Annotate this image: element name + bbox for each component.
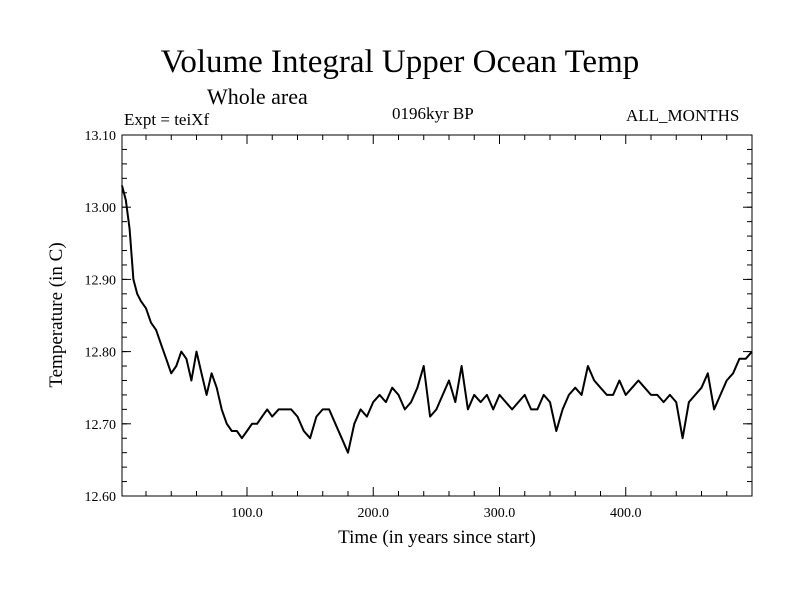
y-tick-label: 12.80: [85, 346, 117, 361]
y-axis-title: Temperature (in C): [46, 242, 67, 387]
y-tick-label: 12.60: [85, 490, 117, 505]
x-tick-label: 100.0: [231, 506, 263, 521]
series-line-teiXf: [121, 185, 753, 454]
x-tick-label: 200.0: [357, 506, 389, 521]
months-label: ALL_MONTHS: [626, 106, 740, 125]
y-tick-label: 12.90: [85, 273, 117, 288]
chart-subtitle: Whole area: [207, 84, 308, 109]
chart-title: Volume Integral Upper Ocean Temp: [160, 44, 640, 80]
period-label: 0196kyr BP: [392, 104, 474, 123]
plot-frame: [121, 134, 753, 497]
tick-labels: 12.60 12.70 12.80 12.90 13.00 13.10 100.0 200.0…: [85, 129, 642, 521]
experiment-label: Expt = teiXf: [124, 110, 210, 129]
x-tick-label: 300.0: [484, 506, 516, 521]
x-tick-label: 400.0: [610, 506, 642, 521]
y-tick-label: 13.10: [85, 129, 117, 144]
y-tick-label: 13.00: [85, 201, 117, 216]
x-axis-title: Time (in years since start): [338, 527, 536, 548]
tick-marks: [122, 134, 752, 497]
y-tick-label: 12.70: [85, 418, 117, 433]
